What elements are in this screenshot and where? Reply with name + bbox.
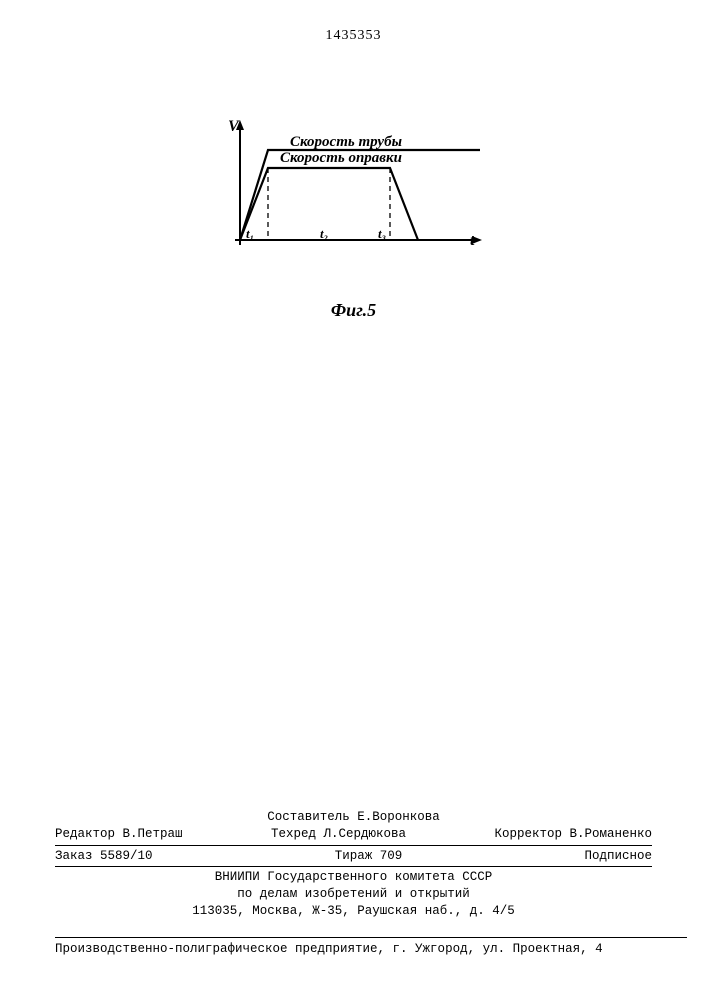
printer-line: Производственно-полиграфическое предприя… xyxy=(55,942,687,956)
corrector-name: В.Романенко xyxy=(569,827,652,841)
order-value: 5589/10 xyxy=(100,849,153,863)
page: 1435353 V t Скорость трубы Скорость опра… xyxy=(0,0,707,1000)
org-line-2: по делам изобретений и открытий xyxy=(55,886,652,903)
order-label: Заказ xyxy=(55,849,93,863)
divider xyxy=(55,866,652,867)
tick-t3: t₃ xyxy=(378,226,386,242)
divider xyxy=(55,845,652,846)
printer-line-block: Производственно-полиграфическое предприя… xyxy=(55,937,687,956)
editor-block: Редактор В.Петраш xyxy=(55,826,183,843)
techred-block: Техред Л.Сердюкова xyxy=(271,826,406,843)
subscription: Подписное xyxy=(584,848,652,865)
editor-name: В.Петраш xyxy=(123,827,183,841)
techred-name: Л.Сердюкова xyxy=(324,827,407,841)
divider xyxy=(55,937,687,938)
circulation-label: Тираж xyxy=(335,849,373,863)
org-line-1: ВНИИПИ Государственного комитета СССР xyxy=(55,869,652,886)
org-line-3: 113035, Москва, Ж-35, Раушская наб., д. … xyxy=(55,903,652,920)
techred-label: Техред xyxy=(271,827,316,841)
tick-t2: t₂ xyxy=(320,226,328,242)
circulation-block: Тираж 709 xyxy=(335,848,403,865)
x-axis-label: t xyxy=(470,232,474,250)
figure-caption: Фиг.5 xyxy=(0,300,707,321)
y-axis-label: V xyxy=(228,118,239,136)
corrector-label: Корректор xyxy=(494,827,562,841)
compiler-label: Составитель xyxy=(267,810,350,824)
document-number: 1435353 xyxy=(0,28,707,44)
corrector-block: Корректор В.Романенко xyxy=(494,826,652,843)
imprint-footer: Составитель Е.Воронкова Редактор В.Петра… xyxy=(55,809,652,920)
legend-tube-speed: Скорость трубы xyxy=(290,134,402,151)
circulation-value: 709 xyxy=(380,849,403,863)
tick-t1: t₁ xyxy=(246,226,254,242)
order-block: Заказ 5589/10 xyxy=(55,848,153,865)
editor-label: Редактор xyxy=(55,827,115,841)
legend-mandrel-speed: Скорость оправки xyxy=(280,150,402,167)
velocity-chart: V t Скорость трубы Скорость оправки t₁ t… xyxy=(220,120,500,290)
compiler-name: Е.Воронкова xyxy=(357,810,440,824)
